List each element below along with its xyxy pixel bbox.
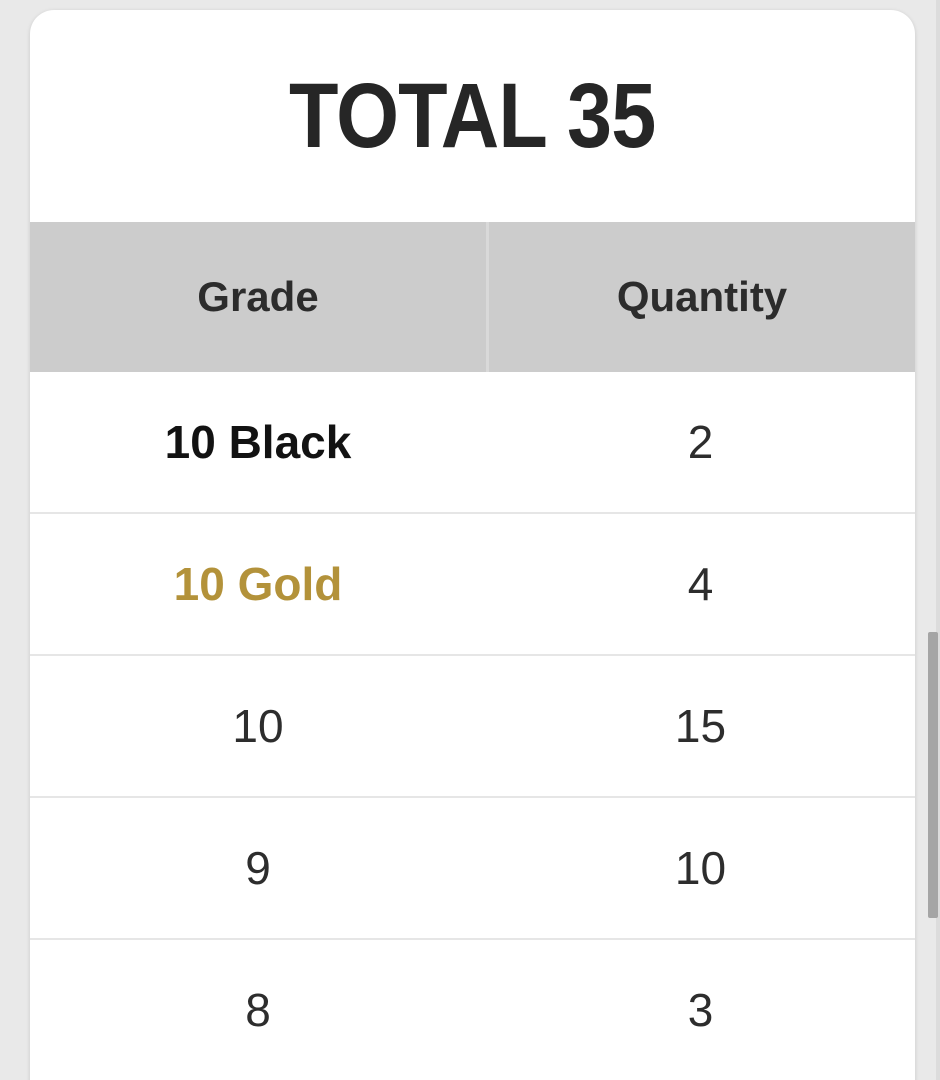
grade-cell: 10 Black: [164, 416, 352, 468]
grade-cell: 9: [245, 842, 271, 894]
table-row: 10 Black 2: [30, 372, 915, 514]
grade-cell: 10 Gold: [173, 558, 343, 610]
page-title: TOTAL 35: [289, 64, 656, 167]
table-row: 9 10: [30, 798, 915, 940]
summary-card: TOTAL 35 Grade Quantity 10 Black 2 10 Go…: [30, 10, 915, 1080]
table-row: 10 Gold 4: [30, 514, 915, 656]
column-header-quantity: Quantity: [616, 273, 788, 320]
grade-cell: 8: [245, 984, 271, 1036]
title-area: TOTAL 35: [30, 10, 915, 222]
quantity-cell: 15: [674, 700, 727, 752]
quantity-cell: 4: [687, 558, 714, 610]
table-row: 10 15: [30, 656, 915, 798]
table-header-row: Grade Quantity: [30, 222, 915, 372]
scrollbar-edge: [936, 0, 940, 1080]
column-header-grade: Grade: [30, 222, 489, 372]
table-row: 8 3: [30, 940, 915, 1080]
grade-cell: 10: [232, 700, 284, 752]
quantity-cell: 2: [687, 416, 714, 468]
quantity-cell: 10: [674, 842, 727, 894]
quantity-cell: 3: [687, 984, 714, 1036]
scrollbar-track[interactable]: [926, 0, 940, 1080]
scrollbar-thumb[interactable]: [928, 632, 938, 918]
